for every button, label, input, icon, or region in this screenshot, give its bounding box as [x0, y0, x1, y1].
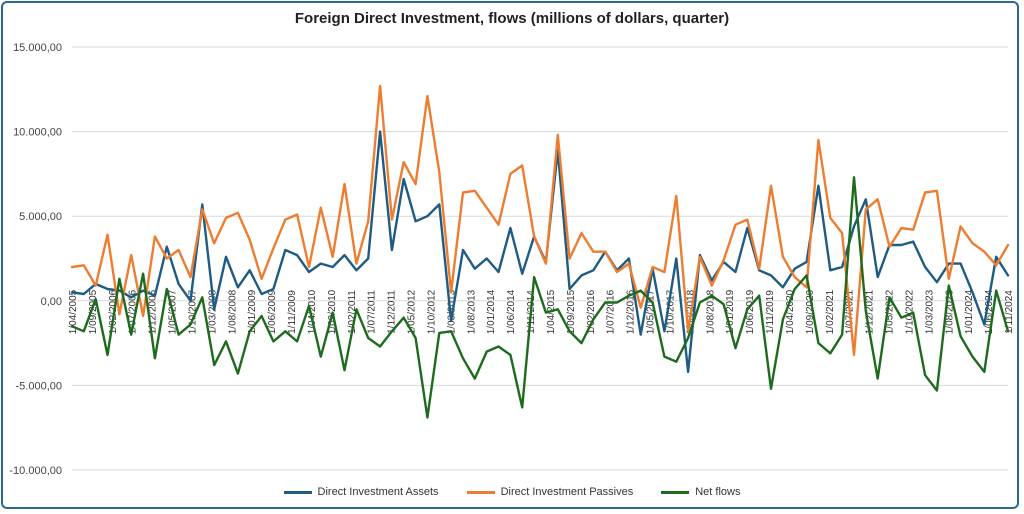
x-tick-label: 1/07/2006 [128, 289, 139, 334]
x-tick-label: 1/03/2023 [924, 289, 935, 334]
x-tick-label: 1/04/2020 [785, 289, 796, 334]
x-tick-label: 1/12/2016 [626, 289, 637, 334]
x-tick-label: 1/01/2014 [486, 289, 497, 334]
x-tick-label: 1/01/2009 [247, 289, 258, 334]
x-tick-label: 1/08/2008 [227, 289, 238, 334]
x-tick-label: 1/04/2005 [68, 289, 79, 334]
x-tick-label: 1/05/2022 [885, 289, 896, 334]
legend-swatch [661, 490, 690, 494]
x-tick-label: 1/05/2012 [407, 289, 418, 334]
legend: Direct Investment Assets Direct Investmen… [0, 486, 1024, 498]
x-tick-label: 1/01/2024 [964, 289, 975, 334]
legend-swatch [283, 490, 312, 494]
y-tick-label: 5.000,00 [19, 211, 62, 223]
x-tick-label: 1/11/2024 [1004, 290, 1015, 334]
y-tick-label: 15.000,00 [13, 42, 62, 54]
x-tick-label: 1/05/2017 [646, 289, 657, 334]
x-tick-label: 1/10/2017 [665, 289, 676, 334]
legend-item: Direct Investment Assets [283, 486, 439, 498]
series-line [70, 84, 1010, 357]
x-tick-label: 1/07/2011 [367, 290, 378, 334]
legend-swatch [466, 490, 495, 494]
x-tick-label: 1/06/2024 [984, 289, 995, 334]
x-tick-label: 1/03/2008 [207, 289, 218, 334]
x-tick-label: 1/07/2016 [606, 289, 617, 334]
y-tick-label: 10.000,00 [13, 127, 62, 139]
x-tick-label: 1/01/2019 [725, 289, 736, 334]
x-tick-label: 1/09/2015 [566, 289, 577, 334]
x-tick-label: 1/11/2009 [287, 290, 298, 334]
x-tick-label: 1/10/2007 [187, 289, 198, 334]
y-tick-label: -5.000,00 [16, 380, 62, 392]
chart-title: Foreign Direct Investment, flows (millio… [294, 10, 730, 27]
x-tick-label: 1/08/2013 [466, 289, 477, 334]
x-tick-label: 1/06/2014 [506, 289, 517, 334]
x-tick-label: 1/02/2011 [347, 290, 358, 334]
series-line [70, 176, 1010, 419]
x-tick-label: 1/08/2023 [944, 289, 955, 334]
x-tick-label: 1/11/2019 [765, 290, 776, 334]
x-tick-label: 1/09/2005 [88, 289, 99, 334]
x-tick-label: 1/12/2021 [865, 289, 876, 334]
x-tick-label: 1/08/2018 [705, 289, 716, 334]
x-tick-label: 1/12/2006 [148, 289, 159, 334]
x-tick-label: 1/06/2009 [267, 289, 278, 334]
x-tick-label: 1/06/2019 [745, 289, 756, 334]
x-tick-label: 1/09/2020 [805, 289, 816, 334]
legend-item: Net flows [661, 486, 740, 498]
legend-label: Direct Investment Assets [317, 486, 439, 498]
y-tick-label: 0,00 [41, 296, 62, 308]
x-tick-label: 1/02/2016 [586, 289, 597, 334]
legend-item: Direct Investment Passives [466, 486, 634, 498]
legend-label: Net flows [695, 486, 741, 498]
legend-label: Direct Investment Passives [500, 486, 634, 498]
y-tick-label: -10.000,00 [9, 465, 62, 477]
x-tick-label: 1/04/2010 [307, 289, 318, 334]
x-tick-label: 1/02/2021 [825, 289, 836, 334]
x-tick-label: 1/10/2022 [904, 289, 915, 334]
x-tick-label: 1/10/2012 [426, 289, 437, 334]
x-tick-label: 1/12/2011 [387, 290, 398, 334]
